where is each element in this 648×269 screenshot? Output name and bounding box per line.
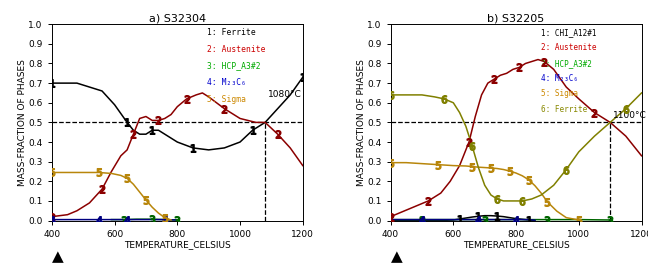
- X-axis label: TEMPERATURE_CELSIUS: TEMPERATURE_CELSIUS: [463, 240, 570, 249]
- Text: 6: Ferrite: 6: Ferrite: [541, 105, 587, 114]
- Y-axis label: MASS-FRACTION OF PHASES: MASS-FRACTION OF PHASES: [357, 59, 366, 186]
- Text: ▲: ▲: [391, 249, 402, 264]
- Text: 5: Sigma: 5: Sigma: [541, 89, 578, 98]
- Y-axis label: MASS-FRACTION OF PHASES: MASS-FRACTION OF PHASES: [18, 59, 27, 186]
- Text: ▲: ▲: [52, 249, 64, 264]
- Text: 1080°C: 1080°C: [268, 90, 301, 99]
- Text: 1: CHI_A12#1: 1: CHI_A12#1: [541, 28, 597, 37]
- Title: b) S32205: b) S32205: [487, 13, 545, 23]
- Text: 2: Austenite: 2: Austenite: [207, 45, 266, 54]
- Text: 3: HCP_A3#2: 3: HCP_A3#2: [541, 59, 592, 68]
- Text: 1: Ferrite: 1: Ferrite: [207, 28, 256, 37]
- Text: 3: HCP_A3#2: 3: HCP_A3#2: [207, 62, 261, 70]
- X-axis label: TEMPERATURE_CELSIUS: TEMPERATURE_CELSIUS: [124, 240, 231, 249]
- Text: 1100°C: 1100°C: [612, 111, 647, 121]
- Text: 2: Austenite: 2: Austenite: [541, 44, 597, 52]
- Text: 4: M₂₃C₆: 4: M₂₃C₆: [207, 78, 246, 87]
- Text: 5: Sigma: 5: Sigma: [207, 95, 246, 104]
- Title: a) S32304: a) S32304: [149, 13, 206, 23]
- Text: 4: M₂₃C₆: 4: M₂₃C₆: [541, 74, 578, 83]
